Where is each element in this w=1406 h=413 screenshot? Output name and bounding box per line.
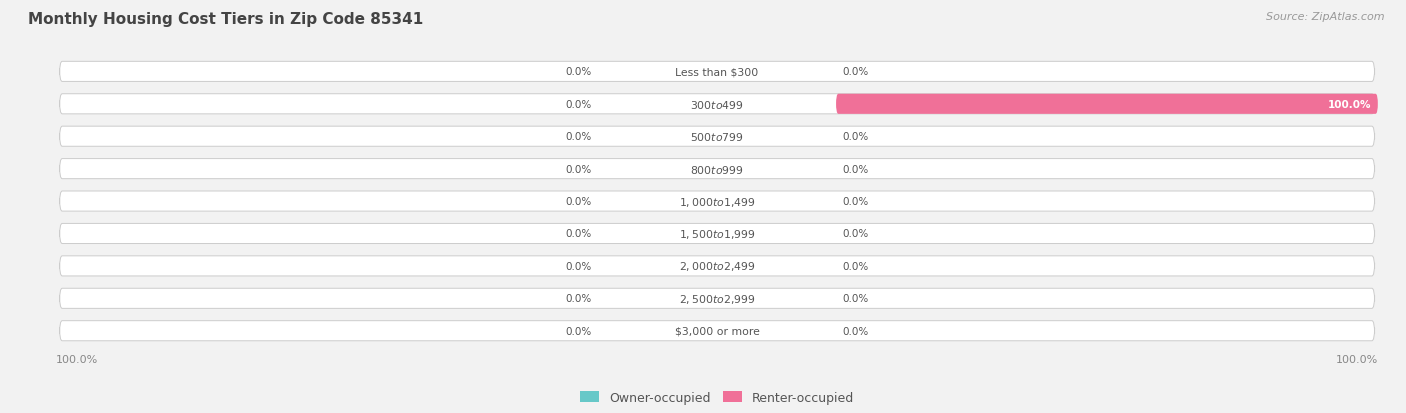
FancyBboxPatch shape [59,159,1375,179]
Text: 0.0%: 0.0% [565,164,592,174]
FancyBboxPatch shape [59,321,1375,341]
Text: Source: ZipAtlas.com: Source: ZipAtlas.com [1267,12,1385,22]
Text: $300 to $499: $300 to $499 [690,99,744,111]
Text: Less than $300: Less than $300 [675,67,759,77]
Text: 0.0%: 0.0% [842,229,869,239]
FancyBboxPatch shape [59,127,1375,147]
Text: $800 to $999: $800 to $999 [690,163,744,175]
Text: 100.0%: 100.0% [1327,100,1371,109]
Legend: Owner-occupied, Renter-occupied: Owner-occupied, Renter-occupied [581,391,853,404]
Text: 0.0%: 0.0% [565,229,592,239]
Text: $1,500 to $1,999: $1,500 to $1,999 [679,228,755,240]
Text: 0.0%: 0.0% [565,294,592,304]
Text: 0.0%: 0.0% [565,132,592,142]
FancyBboxPatch shape [59,256,1375,276]
Text: 0.0%: 0.0% [842,326,869,336]
Text: 0.0%: 0.0% [842,261,869,271]
Text: 0.0%: 0.0% [842,294,869,304]
FancyBboxPatch shape [59,62,1375,82]
FancyBboxPatch shape [59,95,1375,114]
Text: 0.0%: 0.0% [842,67,869,77]
Text: $2,000 to $2,499: $2,000 to $2,499 [679,260,755,273]
Text: 100.0%: 100.0% [56,354,98,364]
Text: 0.0%: 0.0% [842,197,869,206]
FancyBboxPatch shape [59,224,1375,244]
Text: 0.0%: 0.0% [565,326,592,336]
FancyBboxPatch shape [837,95,1378,114]
Text: 0.0%: 0.0% [565,261,592,271]
FancyBboxPatch shape [59,192,1375,211]
Text: $3,000 or more: $3,000 or more [675,326,759,336]
Text: 0.0%: 0.0% [565,197,592,206]
Text: $2,500 to $2,999: $2,500 to $2,999 [679,292,755,305]
Text: 100.0%: 100.0% [1336,354,1378,364]
Text: 0.0%: 0.0% [842,164,869,174]
Text: 0.0%: 0.0% [842,132,869,142]
FancyBboxPatch shape [59,289,1375,309]
Text: Monthly Housing Cost Tiers in Zip Code 85341: Monthly Housing Cost Tiers in Zip Code 8… [28,12,423,27]
Text: $500 to $799: $500 to $799 [690,131,744,143]
Text: $1,000 to $1,499: $1,000 to $1,499 [679,195,755,208]
Text: 0.0%: 0.0% [565,100,592,109]
Text: 0.0%: 0.0% [565,67,592,77]
